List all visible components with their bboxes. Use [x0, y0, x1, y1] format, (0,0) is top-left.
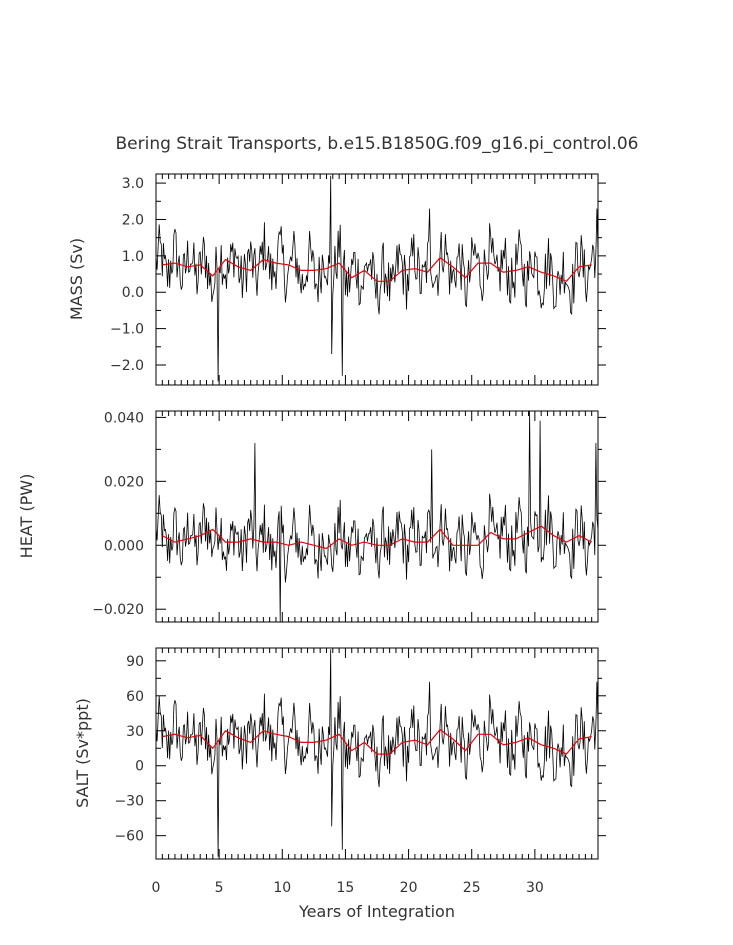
heat-frame: [155, 410, 599, 623]
y-tick-label: −1.0: [110, 322, 144, 338]
heat-panel: −0.020 0.000 0.020 0.040 HEAT (PW): [17, 410, 606, 623]
mass-panel: −2.0 −1.0 0.0 1.0 2.0 3.0 MASS (Sv): [67, 173, 606, 386]
x-tick-label: 15: [337, 880, 355, 896]
y-tick-label: 0.040: [104, 410, 144, 426]
y-tick-label: 60: [126, 689, 144, 705]
y-tick-label: 0.0: [122, 285, 144, 301]
x-axis-label: Years of Integration: [298, 902, 455, 921]
heat-monthly-line: [155, 410, 599, 623]
x-tick-labels: 0 5 10 15 20 25 30: [152, 880, 544, 896]
salt-ylabel: SALT (Sv*ppt): [73, 698, 92, 808]
heat-ylabel: HEAT (PW): [17, 474, 36, 559]
x-tick-label: 10: [273, 880, 291, 896]
y-tick-label: −30: [114, 794, 144, 810]
y-tick-label: 0.000: [104, 538, 144, 554]
y-tick-label: 0: [135, 759, 144, 775]
salt-monthly-line: [155, 649, 599, 857]
salt-annual-line: [162, 728, 592, 755]
y-tick-label: 30: [126, 724, 144, 740]
y-tick-label: 2.0: [122, 212, 144, 228]
x-tick-label: 20: [400, 880, 418, 896]
y-tick-label: 90: [126, 654, 144, 670]
x-tick-label: 30: [526, 880, 544, 896]
y-tick-label: 0.020: [104, 474, 144, 490]
chart-title: Bering Strait Transports, b.e15.B1850G.f…: [115, 134, 638, 154]
y-tick-label: −60: [114, 829, 144, 845]
mass-ylabel: MASS (Sv): [67, 238, 86, 320]
x-tick-label: 5: [215, 880, 224, 896]
y-tick-label: 3.0: [122, 176, 144, 192]
heat-annual-line: [162, 525, 592, 550]
y-tick-label: −0.020: [92, 602, 144, 618]
mass-annual-line: [162, 256, 592, 283]
mass-monthly-line: [155, 175, 599, 382]
y-tick-label: 1.0: [122, 249, 144, 265]
x-tick-label: 25: [463, 880, 481, 896]
salt-panel: −60 −30 0 30 60 90 SALT (Sv*ppt): [73, 647, 606, 860]
y-tick-label: −2.0: [110, 358, 144, 374]
x-tick-label: 0: [152, 880, 161, 896]
